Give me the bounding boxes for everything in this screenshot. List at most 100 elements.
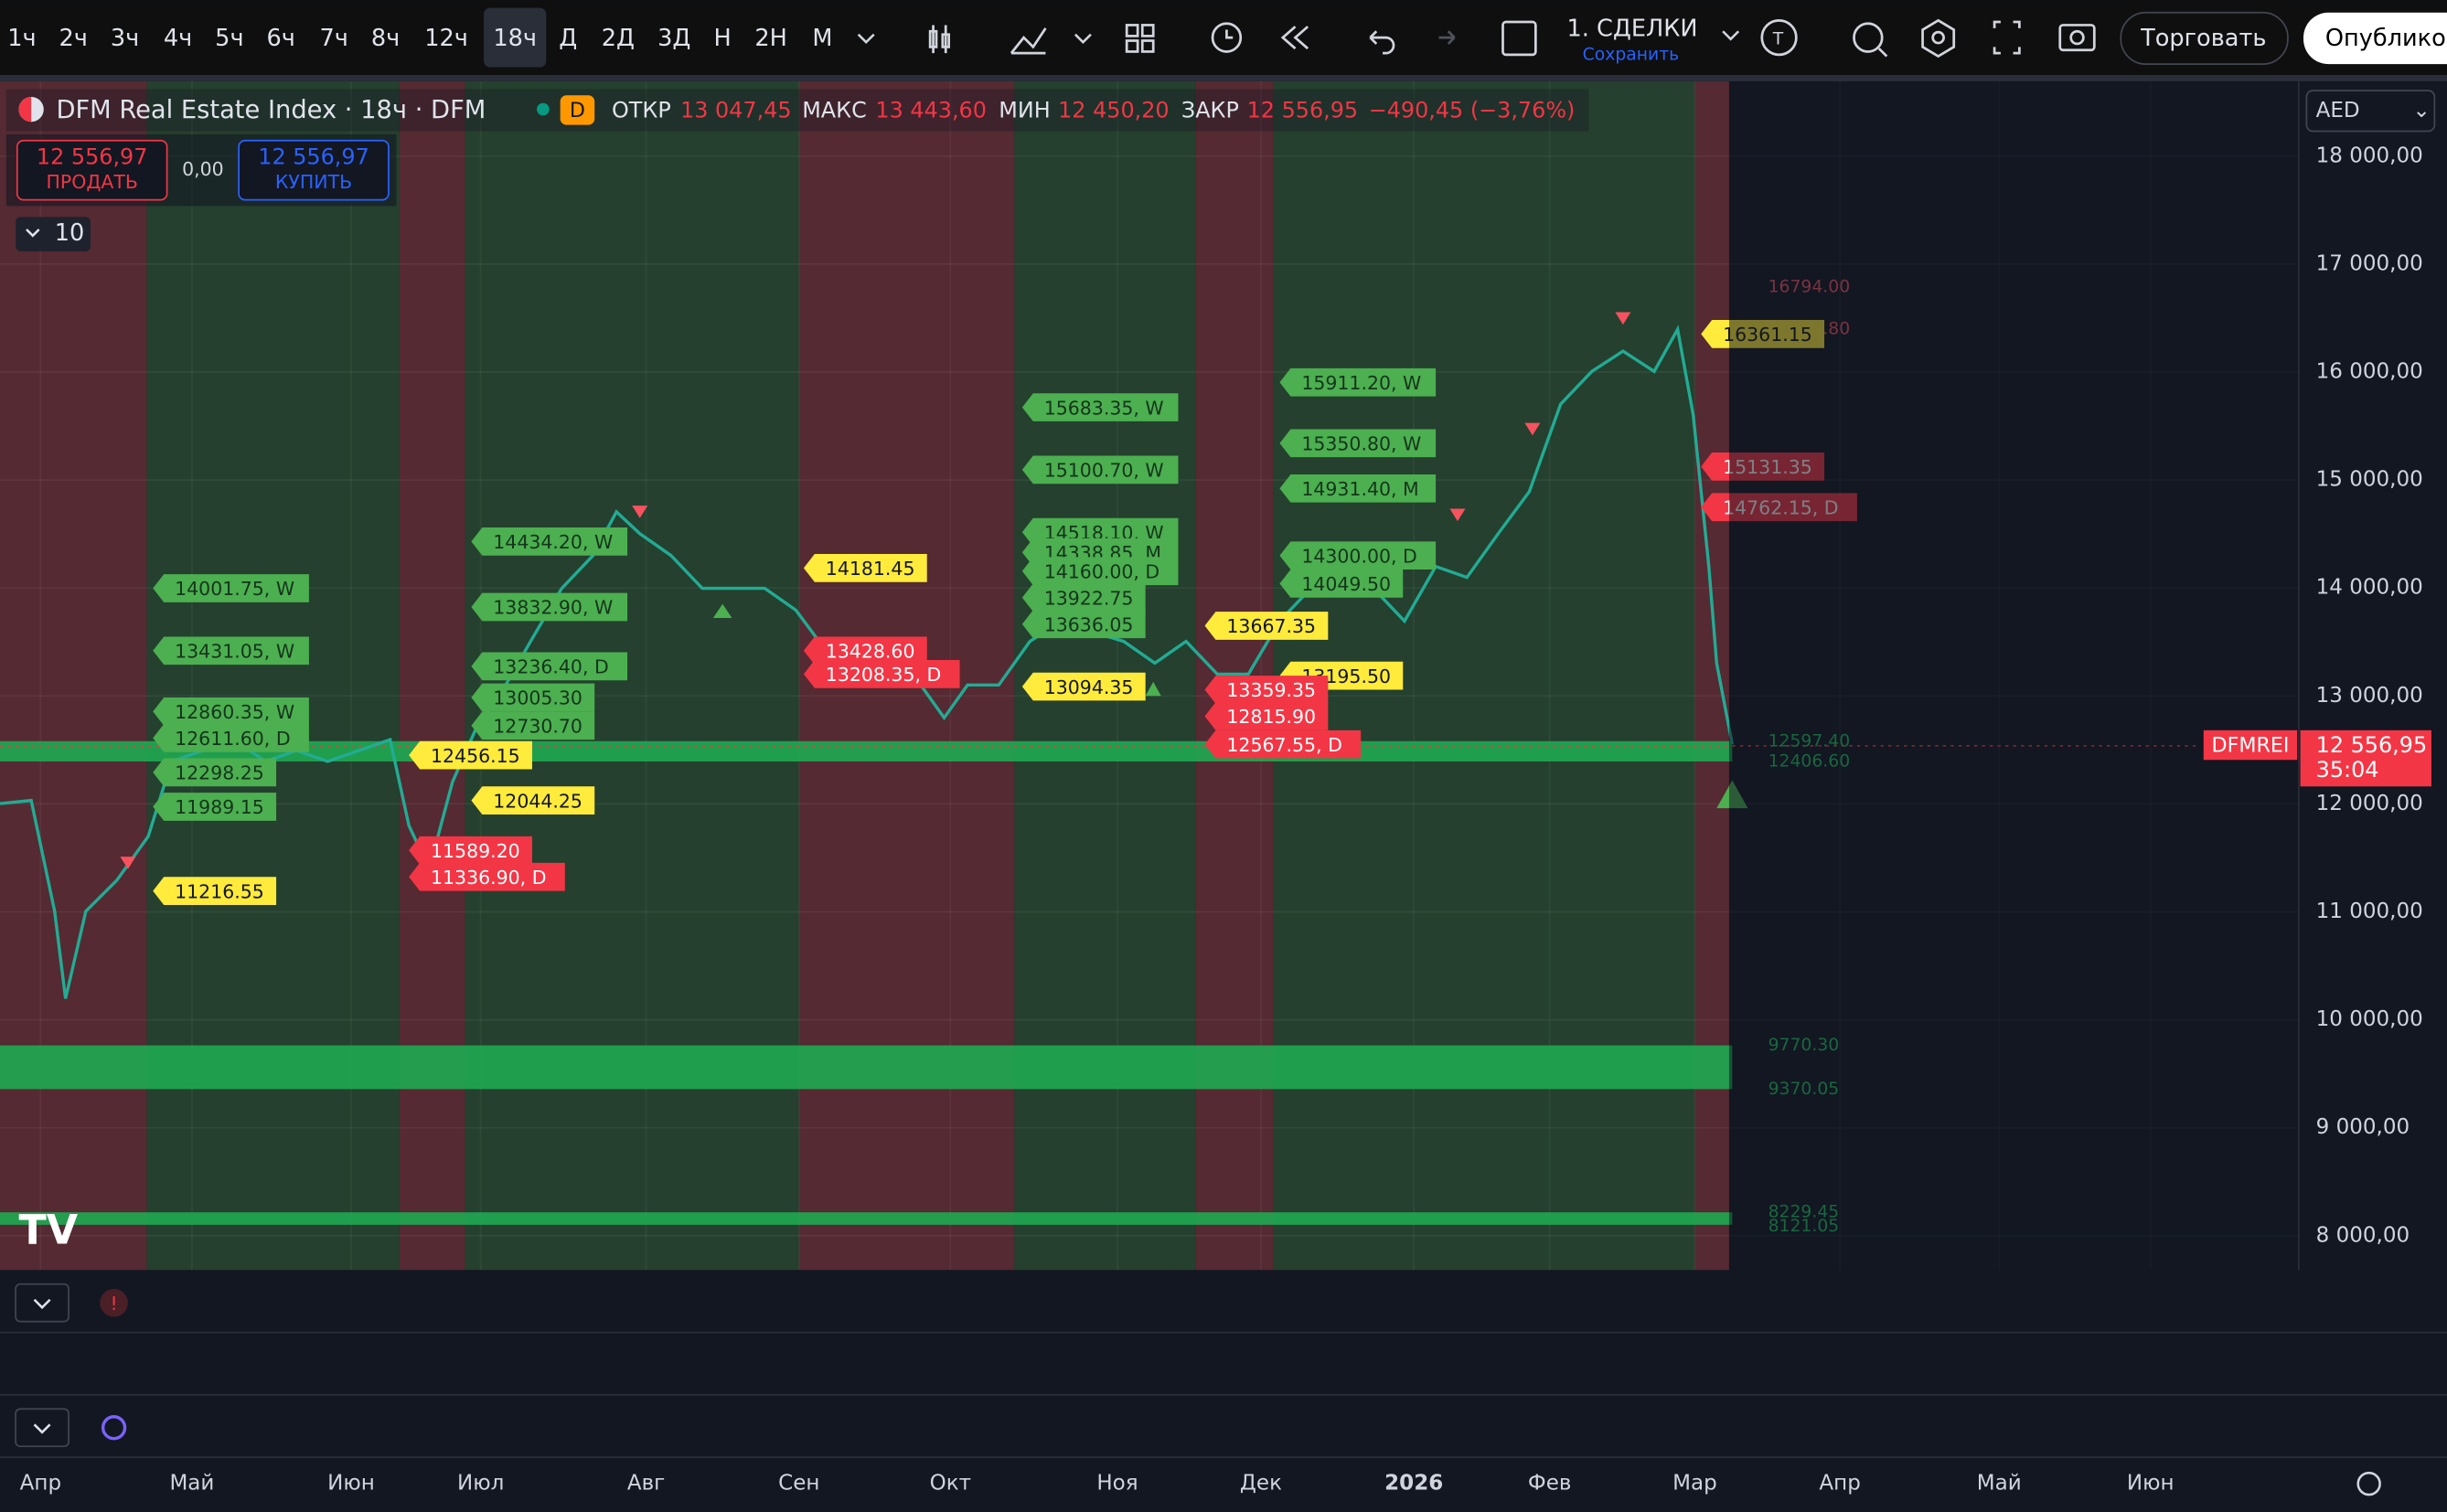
time-tick-label: Ноя [1096, 1472, 1138, 1496]
publish-button[interactable]: Опубликовать [2325, 25, 2447, 52]
interval-button[interactable]: 2Н [754, 25, 787, 52]
interval-button[interactable]: 3ч [111, 25, 139, 52]
level-tag-bg [471, 592, 628, 622]
interval-button[interactable]: Н [714, 25, 732, 52]
sync-icon[interactable] [101, 1415, 127, 1441]
buy-price[interactable]: 12 556,97 [258, 144, 369, 170]
level-tag: 11216.55 [175, 880, 264, 902]
time-tick-label: Дек [1240, 1472, 1282, 1496]
interval-button[interactable]: 2ч [59, 25, 88, 52]
countdown: 35:04 [2316, 757, 2379, 783]
indicators-toggle[interactable] [16, 217, 91, 251]
level-tag-bg [1204, 612, 1329, 640]
price-tick-label: 11 000,00 [2316, 900, 2423, 923]
future-area [1728, 80, 2447, 1271]
interval-button[interactable]: 1ч [7, 25, 36, 52]
level-tag: 12044.25 [493, 790, 582, 812]
price-tick-label: 15 000,00 [2316, 468, 2423, 492]
price-tick-label: 8 000,00 [2316, 1223, 2410, 1247]
price-tick-label: 18 000,00 [2316, 144, 2423, 167]
time-tick-label: Апр [1819, 1472, 1860, 1496]
interval-button[interactable]: 6ч [266, 25, 294, 52]
high-label: МАКС [802, 97, 867, 122]
level-tag: 11336.90, D [431, 867, 546, 889]
level-tag-bg [1021, 393, 1179, 421]
pane-toggle[interactable] [15, 1408, 69, 1448]
interval-button[interactable]: 18ч [493, 25, 537, 52]
price-tick-label: 12 000,00 [2316, 792, 2423, 815]
indicator-count[interactable]: 10 [55, 219, 85, 247]
interval-button[interactable]: 4ч [164, 25, 192, 52]
pane-toggle[interactable] [15, 1283, 69, 1323]
level-tag-bg [471, 711, 595, 740]
level-tag-bg [409, 740, 532, 770]
price-tick-label: 14 000,00 [2316, 576, 2423, 600]
price-tick-label: 13 000,00 [2316, 684, 2423, 708]
close-label: ЗАКР [1181, 97, 1239, 122]
time-tick-label: Сен [778, 1472, 819, 1496]
spread: 0,00 [182, 158, 224, 180]
symbol-tag [2203, 729, 2298, 761]
lower-panes [0, 1270, 2447, 1512]
time-tick-label: Май [1977, 1472, 2022, 1496]
trade-button[interactable]: Торговать [2140, 25, 2266, 52]
interval-button[interactable]: 3Д [657, 25, 690, 52]
level-tag: 13005.30 [493, 687, 582, 709]
settings-icon[interactable] [2356, 1471, 2381, 1496]
level-tag-bg [803, 553, 927, 582]
level-tag-bg [1204, 676, 1329, 704]
error-icon[interactable] [100, 1288, 128, 1317]
level-tag: 12298.25 [175, 762, 264, 784]
toolbar-border [0, 75, 2447, 81]
level-tag-bg [471, 527, 628, 556]
level-tag-bg [1204, 729, 1362, 759]
currency-select[interactable] [2305, 90, 2436, 133]
buy-button-bg[interactable] [238, 139, 390, 201]
ohlc: ОТКР 13 047,45 МАКС 13 443,60 МИН 12 450… [612, 97, 1575, 122]
trade-button-bg[interactable] [2120, 11, 2289, 65]
sell-button[interactable]: ПРОДАТЬ [46, 171, 137, 193]
sell-button-bg[interactable] [16, 139, 168, 201]
level-tag-bg [1204, 702, 1329, 730]
last-price: 12 556,95 [2316, 732, 2428, 758]
intervals: 1ч 2ч 3ч 4ч 5ч 6ч 7ч 8ч 12ч 18ч Д 2Д 3Д Н 2Н М [7, 25, 832, 52]
level-tag-bg [803, 660, 960, 688]
level-tag-bg [1021, 610, 1146, 639]
price-tag [2300, 729, 2431, 787]
level-tag: 15350.80, W [1301, 433, 1421, 455]
interval-button[interactable]: М [812, 25, 832, 52]
price-tick-label: 9 000,00 [2316, 1115, 2410, 1139]
level-tag: 14049.50 [1301, 573, 1391, 595]
interval-button[interactable]: 7ч [320, 25, 348, 52]
level-tag-bg [153, 877, 277, 905]
level-tag: 13832.90, W [493, 597, 613, 619]
time-tick-label: Авг [627, 1472, 665, 1496]
buy-button[interactable]: КУПИТЬ [275, 171, 352, 193]
save-button[interactable]: Сохранить [1583, 45, 1680, 64]
symbol-label: DFMREI [2212, 733, 2290, 757]
interval-button[interactable]: 2Д [602, 25, 635, 52]
t-icon: T [1772, 29, 1784, 48]
interval-button[interactable]: 12ч [424, 25, 468, 52]
toolbar-icons [928, 18, 2096, 59]
level-tag-bg [153, 724, 309, 752]
dropdown-arrows [857, 30, 1740, 45]
interval-button[interactable]: Д [559, 25, 577, 52]
interval-button[interactable]: 5ч [215, 25, 243, 52]
level-tag-bg [409, 862, 565, 891]
level-tag: 13236.40, D [493, 656, 608, 678]
level-tag: 14931.40, M [1301, 478, 1418, 500]
level-tag-bg [153, 793, 277, 821]
low-label: МИН [999, 97, 1050, 122]
level-tag: 12730.70 [493, 715, 582, 737]
level-tag: 13431.05, W [175, 641, 294, 663]
time-tick-label: Июн [2127, 1472, 2175, 1496]
publish-button-bg[interactable] [2303, 12, 2447, 65]
interval-button[interactable]: 8ч [371, 25, 400, 52]
level-tag: 13094.35 [1044, 676, 1134, 698]
sell-price[interactable]: 12 556,97 [37, 144, 148, 170]
level-tag: 12567.55, D [1226, 734, 1341, 756]
layout-name[interactable]: 1. СДЕЛКИ [1566, 16, 1697, 43]
level-tag-bg [409, 836, 532, 865]
